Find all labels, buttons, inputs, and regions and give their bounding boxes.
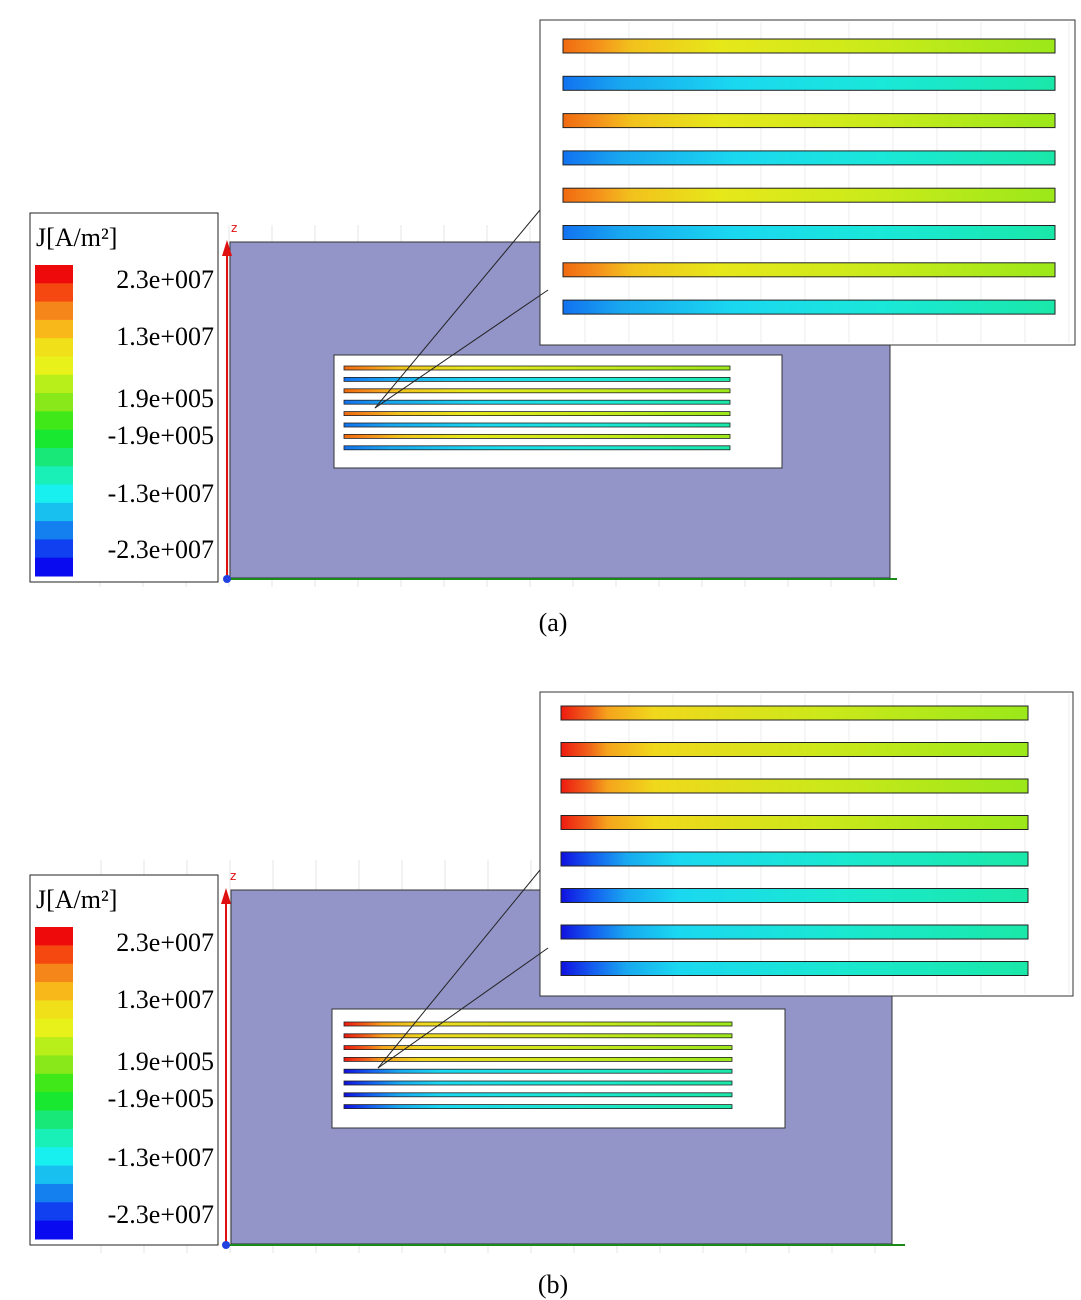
legend-label: -2.3e+007 <box>108 535 214 564</box>
color-step <box>35 1183 73 1203</box>
z-arrow <box>221 888 231 904</box>
conductor <box>343 422 731 428</box>
conductor <box>343 433 731 439</box>
legend-label: -2.3e+007 <box>108 1200 214 1229</box>
color-step <box>35 356 73 376</box>
conductor-zoom <box>562 299 1056 315</box>
conductor-zoom <box>560 815 1029 830</box>
color-step <box>35 374 73 394</box>
color-step <box>35 1202 73 1222</box>
color-step <box>35 393 73 412</box>
color-step <box>35 557 73 577</box>
color-step <box>35 1037 73 1056</box>
conductor <box>343 445 731 451</box>
conductor <box>343 388 731 394</box>
conductor-zoom <box>562 113 1056 129</box>
conductor <box>343 1068 733 1074</box>
zoom-line <box>377 947 549 1069</box>
color-step <box>35 502 73 522</box>
color-step <box>35 927 73 946</box>
axis-label: z <box>231 221 237 235</box>
conductor-zoom <box>562 187 1056 203</box>
conductor-zoom <box>560 851 1029 867</box>
color-step <box>35 1220 73 1240</box>
inner-box <box>331 1008 786 1129</box>
conductor <box>343 1021 733 1027</box>
conductor-zoom <box>560 961 1029 976</box>
conductor-zoom <box>562 262 1056 278</box>
conductor <box>343 411 731 417</box>
conductor-zoom <box>560 924 1029 940</box>
color-step <box>35 466 73 486</box>
color-step <box>35 429 73 449</box>
color-step <box>35 539 73 559</box>
legend-label: 2.3e+007 <box>116 265 214 294</box>
legend-title: J[A/m²] <box>36 223 117 252</box>
legend-label: -1.3e+007 <box>108 479 214 508</box>
conductor-zoom <box>562 150 1056 166</box>
legend-label: 1.3e+007 <box>116 985 214 1014</box>
color-step <box>35 1092 73 1112</box>
color-step <box>35 1165 73 1185</box>
legend-label: 1.9e+005 <box>116 1047 214 1076</box>
color-step <box>35 447 73 467</box>
color-step <box>35 411 73 431</box>
color-step <box>35 1110 73 1130</box>
zoom-line <box>377 869 541 1069</box>
conductor <box>343 399 731 405</box>
caption: (a) <box>539 608 568 637</box>
conductor <box>343 1045 733 1050</box>
legend-label: -1.9e+005 <box>108 421 214 450</box>
legend-label: -1.3e+007 <box>108 1143 214 1172</box>
color-step <box>35 338 73 357</box>
origin <box>223 575 231 583</box>
conductor <box>343 1104 733 1109</box>
conductor <box>343 1080 733 1086</box>
color-step <box>35 982 73 1001</box>
caption: (b) <box>538 1270 568 1299</box>
conductor <box>343 1033 733 1039</box>
color-step <box>35 1073 73 1093</box>
color-step <box>35 1018 73 1038</box>
color-step <box>35 945 73 965</box>
legend-label: 2.3e+007 <box>116 928 214 957</box>
color-step <box>35 1147 73 1167</box>
conductor-zoom <box>562 75 1056 91</box>
legend-label: 1.3e+007 <box>116 322 214 351</box>
zoom-box <box>539 691 1074 997</box>
conductor <box>343 1057 733 1062</box>
color-step <box>35 1128 73 1148</box>
zoom-line <box>374 209 541 409</box>
color-step <box>35 1000 73 1020</box>
origin <box>222 1241 230 1249</box>
color-step <box>35 265 73 284</box>
color-step <box>35 301 73 321</box>
color-step <box>35 963 73 983</box>
axis-label: z <box>230 869 236 883</box>
color-step <box>35 319 73 339</box>
color-step <box>35 1055 73 1075</box>
conductor <box>343 376 731 382</box>
legend-label: 1.9e+005 <box>116 384 214 413</box>
conductor-zoom <box>560 778 1029 794</box>
zoom-line <box>374 289 549 409</box>
color-step <box>35 521 73 540</box>
legend-title: J[A/m²] <box>36 885 117 914</box>
color-step <box>35 283 73 303</box>
legend-label: -1.9e+005 <box>108 1084 214 1113</box>
conductor-zoom <box>562 225 1056 240</box>
conductor-zoom <box>560 705 1029 721</box>
conductor <box>343 365 731 371</box>
conductor-zoom <box>562 38 1056 54</box>
z-arrow <box>222 240 232 256</box>
conductor <box>343 1092 733 1098</box>
conductor-zoom <box>560 888 1029 903</box>
color-step <box>35 484 73 504</box>
conductor-zoom <box>560 742 1029 757</box>
zoom-box <box>539 19 1076 346</box>
